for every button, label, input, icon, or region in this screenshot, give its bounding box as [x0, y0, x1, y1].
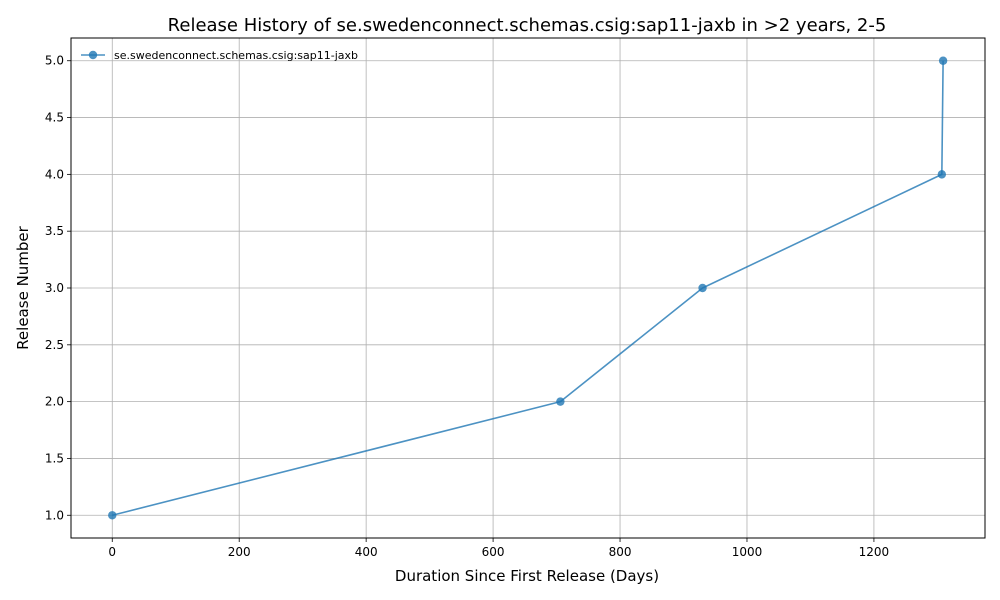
x-tick-label: 400 [355, 545, 378, 559]
y-axis-title: Release Number [14, 225, 32, 349]
x-axis-title: Duration Since First Release (Days) [395, 567, 659, 585]
data-point [937, 170, 947, 179]
y-tick-label: 4.0 [45, 167, 64, 181]
y-tick-label: 3.0 [45, 281, 64, 295]
legend: se.swedenconnect.schemas.csig:sap11-jaxb [81, 49, 358, 62]
x-tick-label: 600 [482, 545, 505, 559]
y-tick-label: 2.0 [45, 395, 64, 409]
y-tick-label: 4.5 [45, 111, 64, 125]
legend-label: se.swedenconnect.schemas.csig:sap11-jaxb [114, 49, 358, 62]
y-tick-label: 3.5 [45, 224, 64, 238]
data-point [698, 283, 707, 293]
data-point [108, 511, 117, 520]
x-tick-label: 800 [609, 545, 632, 559]
x-tick-label: 200 [228, 545, 251, 559]
y-tick-label: 2.5 [45, 338, 64, 352]
legend-marker-swatch [88, 50, 98, 60]
y-tick-label: 1.0 [45, 508, 64, 522]
axis-ticks: 0 200 400 600 800 1000 1200 1.0 1.5 2.0 2.5 3.0 3.5 4… [45, 54, 889, 559]
grid-lines [71, 38, 985, 538]
x-tick-label: 0 [108, 545, 116, 559]
data-point [938, 56, 948, 65]
y-tick-label: 1.5 [45, 451, 64, 465]
chart-title: Release History of se.swedenconnect.sche… [168, 15, 887, 36]
x-tick-label: 1200 [859, 545, 890, 559]
data-point [556, 397, 565, 406]
series-layer [108, 56, 948, 520]
x-tick-label: 1000 [732, 545, 763, 559]
y-tick-label: 5.0 [45, 54, 64, 68]
